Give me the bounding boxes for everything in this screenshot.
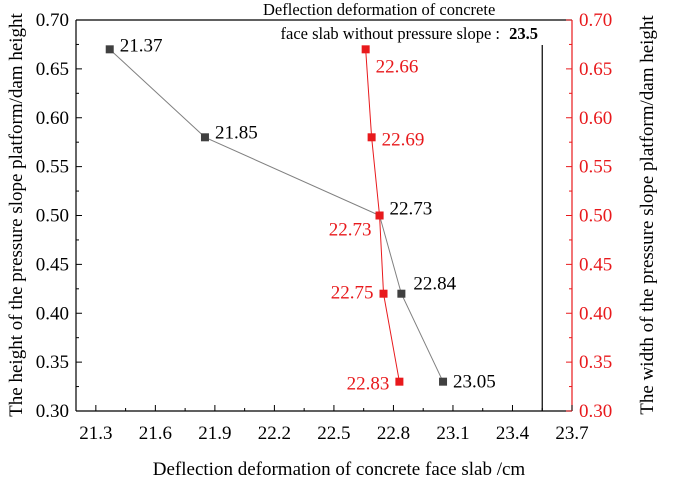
left-tick-label: 0.70 (36, 10, 69, 31)
height-series-marker (105, 45, 114, 54)
width-series-marker (395, 377, 404, 386)
width-series-data-label: 22.66 (376, 56, 419, 77)
x-tick-label: 21.9 (198, 423, 231, 444)
right-tick-label: 0.65 (579, 59, 612, 80)
width-series-marker (375, 211, 384, 220)
left-tick-label: 0.35 (36, 352, 69, 373)
x-tick-label: 23.4 (496, 423, 530, 444)
width-series-marker (361, 45, 370, 54)
width-series: 22.66 22.69 22.73 22.75 22.83 (329, 45, 425, 395)
right-tick-label: 0.35 (579, 352, 612, 373)
x-tick-label: 23.1 (436, 423, 469, 444)
left-tick-label: 0.45 (36, 254, 69, 275)
x-tick-label: 23.7 (555, 423, 588, 444)
plot-area: 21.3 21.6 21.9 22.2 22.5 22.8 23.1 23.4 23.70.30… (36, 10, 613, 444)
annotation-line-1: Deflection deformation of concrete (263, 0, 495, 19)
height-series-data-label: 22.84 (413, 274, 456, 295)
annotation-line-2: face slab without pressure slope : 23.5 (281, 24, 538, 43)
annotation-value: 23.5 (509, 24, 538, 43)
right-tick-label: 0.50 (579, 206, 612, 227)
width-series-marker (367, 133, 376, 142)
right-axis-title: The width of the pressure slope platform… (637, 15, 658, 415)
width-series-data-label: 22.69 (382, 129, 425, 150)
width-series-marker (379, 289, 388, 298)
x-axis-title: Deflection deformation of concrete face … (153, 459, 526, 477)
right-tick-label: 0.55 (579, 157, 612, 178)
height-series-marker (397, 289, 406, 298)
x-tick-label: 21.3 (79, 423, 112, 444)
height-series-data-label: 23.05 (453, 372, 496, 393)
x-tick-label: 22.8 (377, 423, 410, 444)
right-tick-label: 0.30 (579, 401, 612, 422)
height-series-data-label: 22.73 (390, 199, 433, 220)
left-tick-label: 0.55 (36, 157, 69, 178)
x-tick-label: 22.2 (258, 423, 291, 444)
left-tick-label: 0.60 (36, 108, 69, 129)
right-tick-label: 0.60 (579, 108, 612, 129)
left-tick-label: 0.30 (36, 401, 69, 422)
height-series: 21.37 21.85 22.73 22.84 23.05 (105, 35, 496, 393)
right-axis-title-text: The width of the pressure slope platform… (637, 15, 658, 415)
width-series-data-label: 22.75 (331, 283, 374, 304)
annotation-line-2-text: face slab without pressure slope : (281, 24, 500, 43)
right-tick-label: 0.45 (579, 254, 612, 275)
width-series-data-label: 22.73 (329, 220, 372, 241)
left-axis-title: The height of the pressure slope platfor… (6, 12, 27, 416)
x-tick-label: 21.6 (139, 423, 172, 444)
right-tick-label: 0.40 (579, 303, 612, 324)
x-tick-label: 22.5 (317, 423, 350, 444)
width-series-data-label: 22.83 (347, 374, 390, 395)
no-slope-annotation: Deflection deformation of concrete face … (263, 0, 538, 43)
height-series-marker (439, 377, 448, 386)
left-tick-label: 0.40 (36, 303, 69, 324)
height-series-data-label: 21.85 (215, 122, 258, 143)
height-series-data-label: 21.37 (120, 35, 163, 56)
right-tick-label: 0.70 (579, 10, 612, 31)
left-tick-label: 0.65 (36, 59, 69, 80)
left-axis-title-text: The height of the pressure slope platfor… (6, 12, 27, 416)
left-tick-label: 0.50 (36, 206, 69, 227)
height-series-marker (200, 133, 209, 142)
